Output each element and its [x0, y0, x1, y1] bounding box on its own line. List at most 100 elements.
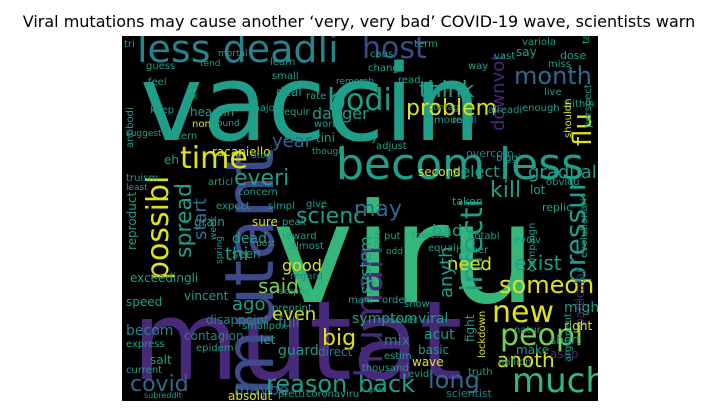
word-kill: kill [490, 178, 522, 203]
word-peak: peak [282, 217, 307, 228]
word-skeptic: skeptic [278, 287, 310, 297]
word-estim: estim [384, 351, 412, 362]
word-word: word [314, 119, 339, 130]
word-pretti: pretti [278, 389, 306, 400]
word-possibl: possibl [141, 175, 176, 280]
word-around: around [208, 119, 240, 129]
word-coronaviru: coronaviru [306, 389, 360, 400]
word-truth: truth [468, 367, 493, 378]
word-may: may [354, 197, 402, 222]
word-long: long [428, 366, 480, 394]
word-delay: delay [350, 133, 378, 144]
word-notabl: notabl [468, 231, 500, 242]
word-dead: dead [232, 231, 267, 247]
word-rate: rate [306, 91, 327, 102]
word-contag: contag [428, 103, 459, 113]
word-articl: articl [208, 177, 234, 188]
word-exceedingli: exceedingli [130, 271, 199, 285]
word-preprint: preprint [272, 303, 312, 314]
word-less-deadli: less deadli [137, 36, 339, 71]
word-live: live [544, 87, 562, 98]
word-concern: concern [238, 187, 278, 198]
word-exist: exist [514, 251, 562, 275]
word-post: post [256, 239, 276, 249]
word-acut: acut [424, 327, 455, 343]
word-covid: covid [130, 372, 189, 397]
word-shouldn: shouldn [563, 98, 574, 138]
word-becom: becom [126, 323, 174, 339]
word-downvot: downvot [488, 53, 509, 131]
word-absolut: absolut [228, 389, 273, 401]
word-guard: guard [278, 343, 319, 359]
word-second: second [418, 165, 461, 179]
word-express: express [126, 339, 165, 350]
word-antibodi: antibodi [125, 107, 136, 148]
word-asap: asap [550, 347, 579, 361]
word-though: though [312, 147, 344, 157]
word-truism: truism [126, 173, 159, 184]
word-amount: amount [428, 115, 467, 126]
word-need: need [447, 254, 492, 275]
word-might: might [564, 300, 598, 316]
word-evolutionari: evolutionari [579, 198, 590, 258]
word-said: said [258, 274, 299, 298]
word-grain: grain [194, 215, 225, 229]
word-speed: speed [126, 295, 163, 309]
word-vaccin: vaccin [140, 42, 481, 165]
word-spring: spring [215, 235, 225, 264]
word-taken: taken [452, 195, 483, 208]
word-vincent: vincent [184, 289, 229, 303]
word-problem: problem [406, 96, 498, 121]
word-miss: miss [548, 59, 571, 70]
word-symptom: symptom [352, 311, 418, 327]
word-sever: sever [390, 315, 418, 326]
word-time: time [180, 141, 248, 176]
word-reason: reason [266, 370, 348, 398]
word-caus: caus [370, 49, 394, 60]
word-bad: bad [432, 221, 463, 240]
word-almost: almost [290, 241, 324, 252]
word-requir: requir [280, 107, 310, 118]
word-mani: mani [348, 295, 373, 306]
word-given: given [284, 131, 309, 141]
word-becom-less: becom less [336, 139, 585, 190]
word-show: show [404, 299, 430, 310]
word-year: year [272, 131, 313, 152]
word-million: million [498, 357, 532, 368]
word-vast: vast [494, 51, 516, 62]
word-adjust: adjust [376, 141, 407, 152]
word-non: non [192, 119, 211, 130]
word-eh: eh [164, 153, 179, 167]
word-argument: argument [563, 313, 574, 362]
word-say: say [516, 45, 537, 59]
word-obviou: obviou [546, 177, 580, 188]
word-chang: chang [368, 63, 399, 74]
word-reproduct: reproduct [125, 191, 139, 250]
word-peopl: peopl [500, 318, 584, 353]
word-odd: odd [386, 247, 403, 257]
word-ago: ago [232, 294, 266, 315]
word-uk: uk [186, 91, 199, 102]
word-natur: natur [514, 325, 541, 336]
word-evid: evid [408, 369, 430, 380]
word-contagion: contagion [184, 329, 244, 343]
word-much: much [512, 361, 598, 401]
word-good: good [282, 256, 322, 275]
word-mortal: mortal [218, 49, 248, 59]
word-within: within [564, 99, 595, 110]
word-big: big [322, 326, 357, 351]
word-someon: someon [499, 271, 595, 299]
word-alreadi: alreadi [488, 105, 523, 116]
word-way: way [468, 61, 489, 72]
word-seen: seen [232, 247, 261, 261]
word-read: read [398, 75, 421, 86]
word-enough: enough [522, 103, 560, 114]
word-cloud: viru vaccin mutat less deadli becom less… [122, 36, 598, 401]
word-select: select [452, 162, 500, 181]
word-deal: deal [276, 85, 302, 99]
word-gradual: gradual [528, 162, 597, 183]
word-campaign: campaign [527, 222, 538, 272]
word-viru: viru [272, 174, 537, 335]
word-feel: feel [148, 77, 167, 88]
word-bodi: bodi [327, 83, 392, 118]
